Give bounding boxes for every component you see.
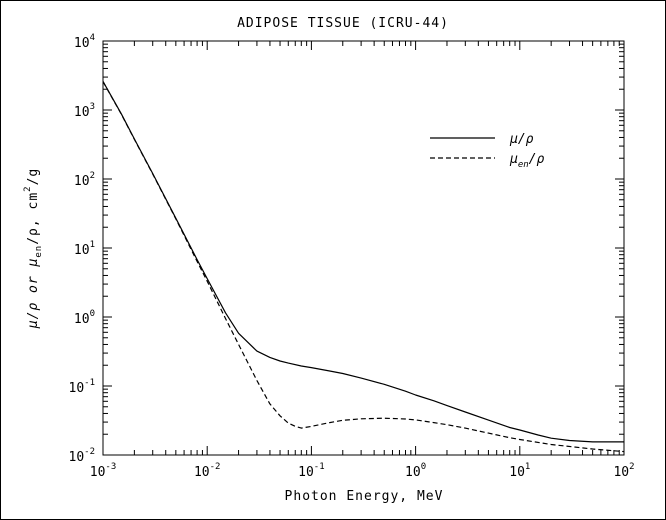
tick-base: 10 bbox=[74, 105, 90, 120]
tick-exponent: -3 bbox=[105, 462, 116, 472]
tick-base: 10 bbox=[405, 465, 421, 480]
tick-exponent: 1 bbox=[90, 240, 95, 250]
tick-exponent: -2 bbox=[84, 447, 95, 457]
x-tick-label: 10-1 bbox=[298, 462, 325, 480]
tick-exponent: -1 bbox=[314, 462, 325, 472]
y-tick-label: 103 bbox=[74, 102, 95, 120]
plot-area-frame bbox=[102, 40, 625, 456]
y-tick-label: 100 bbox=[74, 309, 95, 327]
tick-exponent: -2 bbox=[210, 462, 221, 472]
legend-label-text: /ρ bbox=[529, 152, 545, 167]
legend-label-subscript: en bbox=[518, 160, 529, 170]
legend-label: μen/ρ bbox=[509, 152, 544, 170]
legend-label-text: μ bbox=[509, 152, 518, 167]
legend-label: μ/ρ bbox=[509, 132, 534, 147]
tick-base: 10 bbox=[509, 465, 525, 480]
ylabel-text: /ρ, cm bbox=[26, 192, 41, 245]
tick-base: 10 bbox=[74, 243, 90, 258]
ylabel-text: /g bbox=[26, 168, 41, 186]
tick-base: 10 bbox=[613, 465, 629, 480]
tick-exponent: -1 bbox=[84, 378, 95, 388]
y-tick-label: 10-2 bbox=[69, 447, 96, 465]
series-lines bbox=[102, 81, 625, 453]
y-tick-label: 101 bbox=[74, 240, 95, 258]
x-tick-label: 10-2 bbox=[194, 462, 221, 480]
x-tick-label: 101 bbox=[509, 462, 530, 480]
y-axis-label: μ/ρ or μen/ρ, cm2/g bbox=[23, 168, 44, 330]
y-tick-label: 10-1 bbox=[69, 378, 96, 396]
tick-exponent: 1 bbox=[525, 462, 530, 472]
tick-base: 10 bbox=[69, 450, 85, 465]
tick-base: 10 bbox=[74, 174, 90, 189]
y-tick-label: 102 bbox=[74, 171, 95, 189]
tick-exponent: 4 bbox=[90, 33, 95, 43]
tick-exponent: 0 bbox=[90, 309, 95, 319]
x-tick-label: 100 bbox=[405, 462, 426, 480]
tick-base: 10 bbox=[298, 465, 314, 480]
ylabel-subscript: en bbox=[34, 245, 44, 258]
tick-exponent: 3 bbox=[90, 102, 95, 112]
tick-exponent: 0 bbox=[421, 462, 426, 472]
tick-exponent: 2 bbox=[90, 171, 95, 181]
tick-base: 10 bbox=[90, 465, 106, 480]
tick-marks bbox=[102, 40, 625, 456]
tick-exponent: 2 bbox=[629, 462, 634, 472]
x-tick-label: 10-3 bbox=[90, 462, 117, 480]
series-line-mu-en-rho bbox=[102, 81, 625, 453]
legend-label-text: μ/ρ bbox=[509, 132, 534, 147]
tick-base: 10 bbox=[69, 381, 85, 396]
tick-base: 10 bbox=[194, 465, 210, 480]
series-line-mu-rho bbox=[102, 81, 624, 443]
tick-base: 10 bbox=[74, 312, 90, 327]
tick-base: 10 bbox=[74, 36, 90, 51]
chart-title: ADIPOSE TISSUE (ICRU-44) bbox=[237, 16, 449, 31]
x-axis-label: Photon Energy, MeV bbox=[285, 489, 444, 504]
x-tick-labels: 10-3 10-2 10-1 100 101 102 bbox=[90, 462, 635, 480]
ylabel-superscript: 2 bbox=[23, 185, 33, 191]
ylabel-text: μ/ρ or μ bbox=[26, 258, 41, 330]
x-tick-label: 102 bbox=[613, 462, 634, 480]
y-tick-label: 104 bbox=[74, 33, 95, 51]
